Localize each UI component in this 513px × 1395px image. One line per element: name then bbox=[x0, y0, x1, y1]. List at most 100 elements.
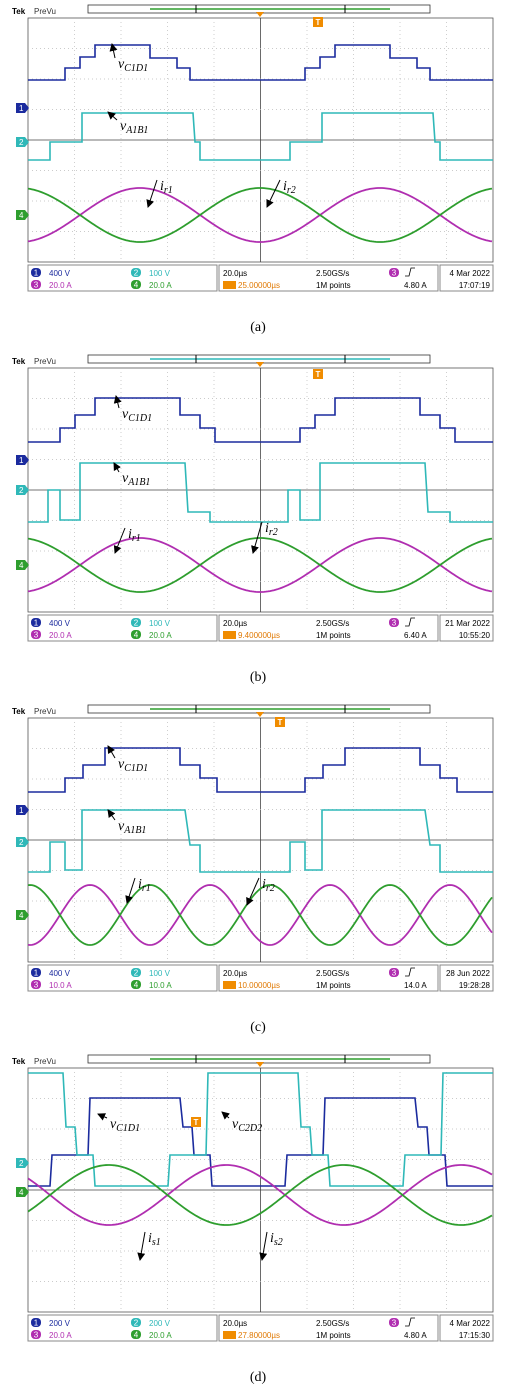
mode: PreVu bbox=[34, 7, 56, 16]
date: 4 Mar 2022 bbox=[450, 269, 491, 278]
channel-scale: 200 V bbox=[49, 1319, 71, 1328]
channel-scale: 20.0 A bbox=[149, 631, 172, 640]
label-sub: C1D1 bbox=[124, 63, 148, 74]
scope-panel: TekPreVu124TvC1D1vA1B1ir1ir21400 V2100 V… bbox=[0, 355, 513, 685]
label-sub: r2 bbox=[287, 185, 296, 196]
channel-marker-label: 2 bbox=[19, 838, 24, 847]
caption: (d) bbox=[250, 1370, 267, 1385]
channel-scale: 20.0 A bbox=[49, 631, 72, 640]
record-length: 1M points bbox=[316, 281, 351, 290]
trigger-position: 27.80000µs bbox=[238, 1331, 280, 1340]
date: 21 Mar 2022 bbox=[445, 619, 490, 628]
channel-id: 4 bbox=[134, 631, 139, 640]
trigger-icon bbox=[223, 631, 236, 639]
trigger-icon bbox=[223, 281, 236, 289]
brand: Tek bbox=[12, 707, 26, 716]
channel-marker-label: 4 bbox=[19, 911, 24, 920]
record-length: 1M points bbox=[316, 631, 351, 640]
channel-scale: 100 V bbox=[149, 969, 171, 978]
trigger-icon bbox=[223, 1331, 236, 1339]
channel-id: 1 bbox=[34, 969, 39, 978]
channel-scale: 200 V bbox=[149, 1319, 171, 1328]
channel-id: 2 bbox=[134, 969, 139, 978]
scope-panel: TekPreVu24TvC1D1vC2D2is1is21200 V2200 V3… bbox=[0, 1055, 513, 1385]
time: 17:07:19 bbox=[459, 281, 491, 290]
trigger-source: 3 bbox=[392, 619, 397, 628]
sample-rate: 2.50GS/s bbox=[316, 619, 349, 628]
trigger-source: 3 bbox=[392, 969, 397, 978]
channel-id: 1 bbox=[34, 269, 39, 278]
trigger-pointer bbox=[256, 712, 264, 717]
channel-marker-label: 4 bbox=[19, 211, 24, 220]
label-sub: r1 bbox=[164, 185, 173, 196]
mode: PreVu bbox=[34, 707, 56, 716]
trigger-pointer bbox=[256, 1062, 264, 1067]
channel-marker-label: 4 bbox=[19, 1188, 24, 1197]
trigger-level: 4.80 A bbox=[404, 281, 427, 290]
label-sub: A1B1 bbox=[123, 825, 146, 836]
channel-id: 2 bbox=[134, 619, 139, 628]
label-sub: C2D2 bbox=[238, 1123, 262, 1134]
label-sub: r1 bbox=[132, 533, 141, 544]
time: 10:55:20 bbox=[459, 631, 491, 640]
channel-id: 3 bbox=[34, 631, 39, 640]
channel-id: 4 bbox=[134, 281, 139, 290]
channel-id: 1 bbox=[34, 1319, 39, 1328]
channel-id: 4 bbox=[134, 1331, 139, 1340]
channel-scale: 20.0 A bbox=[149, 1331, 172, 1340]
channel-marker-label: 2 bbox=[19, 138, 24, 147]
trigger-level: 6.40 A bbox=[404, 631, 427, 640]
trigger-level: 14.0 A bbox=[404, 981, 427, 990]
scope-panel: TekPreVu124TvC1D1vA1B1ir1ir21400 V2100 V… bbox=[0, 5, 513, 335]
channel-id: 2 bbox=[134, 1319, 139, 1328]
label-sub: r2 bbox=[269, 527, 278, 538]
channel-id: 3 bbox=[34, 1331, 39, 1340]
figure: TekPreVu124TvC1D1vA1B1ir1ir21400 V2100 V… bbox=[0, 0, 513, 1395]
label-sub: C1D1 bbox=[124, 763, 148, 774]
channel-scale: 10.0 A bbox=[149, 981, 172, 990]
brand: Tek bbox=[12, 1057, 26, 1066]
channel-marker-label: 1 bbox=[19, 456, 24, 465]
trigger-marker-label: T bbox=[278, 718, 283, 727]
trigger-position: 9.400000µs bbox=[238, 631, 280, 640]
channel-scale: 400 V bbox=[49, 969, 71, 978]
sample-rate: 2.50GS/s bbox=[316, 269, 349, 278]
channel-id: 1 bbox=[34, 619, 39, 628]
trigger-pointer bbox=[256, 362, 264, 367]
channel-scale: 100 V bbox=[149, 269, 171, 278]
label-sub: A1B1 bbox=[127, 477, 150, 488]
channel-id: 3 bbox=[34, 281, 39, 290]
date: 28 Jun 2022 bbox=[446, 969, 491, 978]
timebase: 20.0µs bbox=[223, 269, 247, 278]
record-length: 1M points bbox=[316, 981, 351, 990]
channel-id: 3 bbox=[34, 981, 39, 990]
trigger-position: 25.00000µs bbox=[238, 281, 280, 290]
trigger-source: 3 bbox=[392, 269, 397, 278]
sample-rate: 2.50GS/s bbox=[316, 969, 349, 978]
timebase: 20.0µs bbox=[223, 1319, 247, 1328]
trigger-level: 4.80 A bbox=[404, 1331, 427, 1340]
channel-scale: 20.0 A bbox=[49, 281, 72, 290]
record-length: 1M points bbox=[316, 1331, 351, 1340]
channel-id: 4 bbox=[134, 981, 139, 990]
scope-panel: TekPreVu124TvC1D1vA1B1ir1ir21400 V2100 V… bbox=[0, 705, 513, 1035]
date: 4 Mar 2022 bbox=[450, 1319, 491, 1328]
channel-marker-label: 4 bbox=[19, 561, 24, 570]
label-sub: s1 bbox=[152, 1237, 161, 1248]
channel-scale: 10.0 A bbox=[49, 981, 72, 990]
channel-scale: 400 V bbox=[49, 269, 71, 278]
page: {"panels":[ {"brand":"Tek","mode":"PreVu… bbox=[0, 0, 513, 1395]
label-sub: C1D1 bbox=[128, 413, 152, 424]
channel-marker-label: 2 bbox=[19, 486, 24, 495]
caption: (b) bbox=[250, 670, 267, 685]
timebase: 20.0µs bbox=[223, 969, 247, 978]
label-sub: A1B1 bbox=[125, 125, 148, 136]
caption: (c) bbox=[250, 1020, 266, 1035]
sample-rate: 2.50GS/s bbox=[316, 1319, 349, 1328]
channel-scale: 20.0 A bbox=[149, 281, 172, 290]
time: 19:28:28 bbox=[459, 981, 491, 990]
brand: Tek bbox=[12, 357, 26, 366]
mode: PreVu bbox=[34, 1057, 56, 1066]
mode: PreVu bbox=[34, 357, 56, 366]
channel-id: 2 bbox=[134, 269, 139, 278]
